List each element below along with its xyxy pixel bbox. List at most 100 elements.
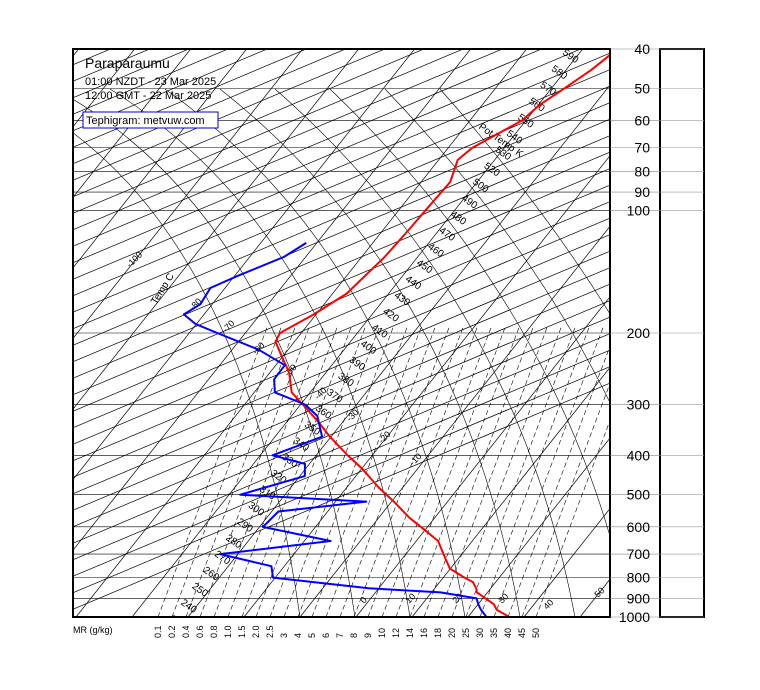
pressure-tick-label: 600 — [627, 519, 651, 535]
mixing-ratio-line — [437, 324, 549, 617]
isotherm-line — [243, 155, 610, 617]
mixing-ratio-line — [241, 324, 353, 617]
dry-adiabat-line — [73, 267, 610, 495]
source-link-box[interactable] — [82, 111, 219, 129]
saturated-adiabat-line — [73, 98, 356, 617]
station-title: Paraparaumu — [85, 55, 170, 71]
mixing-ratio-line — [409, 324, 521, 617]
mixing-ratio-line — [493, 324, 605, 617]
mixing-ratio-line — [395, 324, 507, 617]
pressure-tick-label: 60 — [634, 113, 650, 129]
dry-adiabat-line — [73, 333, 610, 561]
mr-tick-label: 20 — [447, 628, 457, 638]
source-link[interactable]: Tephigram: metvuw.com — [86, 115, 205, 127]
saturated-adiabat-line — [439, 88, 610, 315]
dry-adiabat-line — [73, 49, 269, 132]
mixing-ratio-line — [423, 324, 535, 617]
mixing-ratio-line — [171, 324, 283, 617]
temperature-profile-line — [274, 53, 610, 617]
isotherm-line — [187, 84, 610, 617]
mixing-ratio-line — [451, 324, 563, 617]
dewpoint-profile-line — [182, 242, 488, 617]
mr-tick-label: 1.5 — [237, 625, 247, 638]
theta-label: 560 — [527, 96, 547, 115]
isotherm-label: 50 — [592, 585, 606, 599]
mixing-ratio-line — [535, 419, 610, 617]
mr-tick-label: 10 — [377, 628, 387, 638]
mr-tick-label: 8 — [349, 633, 359, 638]
theta-label: 390 — [347, 355, 367, 374]
isotherm-line — [73, 49, 79, 57]
dry-adiabat-line — [73, 49, 582, 264]
mr-tick-label: 1.0 — [223, 625, 233, 638]
isotherm-label: -10 — [407, 451, 423, 467]
dry-adiabat-line — [73, 234, 610, 462]
mixing-ratio-line — [479, 324, 591, 617]
saturated-adiabat-line — [219, 88, 521, 617]
pressure-tick-label: 800 — [627, 570, 651, 586]
mr-tick-label: 7 — [335, 633, 345, 638]
mr-tick-label: 14 — [405, 628, 415, 638]
dry-adiabat-line — [73, 49, 347, 165]
sounding-profiles — [182, 53, 610, 617]
mr-tick-label: 35 — [489, 628, 499, 638]
dry-adiabat-line — [73, 184, 610, 412]
theta-label: 230 — [167, 613, 187, 632]
dry-adiabat-line — [73, 49, 543, 247]
pressure-tick-label: 70 — [634, 140, 650, 156]
mr-tick-label: 50 — [531, 628, 541, 638]
isotherm-line — [73, 49, 359, 410]
mr-tick-label: 45 — [517, 628, 527, 638]
isotherm-line — [73, 49, 191, 198]
mr-tick-label: 6 — [321, 633, 331, 638]
pressure-tick-label: 200 — [627, 325, 651, 341]
isotherm-label: 10 — [403, 591, 417, 605]
dry-adiabat-line — [73, 366, 610, 594]
mixing-ratio-line — [213, 324, 325, 617]
dry-adiabat-line — [73, 349, 610, 577]
theta-label: 380 — [336, 371, 356, 390]
isotherm-label: 0 — [358, 595, 369, 606]
mr-tick-label: 40 — [503, 628, 513, 638]
pressure-axis: 40 50 60 70 80 90 100 200 300 400 500 600 700 800 900 1… — [610, 41, 704, 625]
theta-label: 410 — [369, 322, 389, 341]
mr-tick-label: 4 — [293, 633, 303, 638]
isotherm-label: 30 — [496, 591, 510, 605]
mr-tick-label: 0.1 — [153, 625, 163, 638]
isotherm-line — [467, 437, 610, 617]
dry-adiabat-line — [0, 0, 760, 30]
dry-adiabat-line — [73, 217, 610, 445]
mr-tick-label: 16 — [419, 628, 429, 638]
local-time: 01:00 NZDT - 23 Mar 2025 — [85, 76, 216, 88]
saturated-adiabat-line — [274, 88, 576, 617]
isotherm-label: 40 — [541, 597, 555, 611]
mixing-ratio-line — [227, 324, 339, 617]
mixing-ratio-line — [465, 324, 577, 617]
mixing-ratio-line — [353, 324, 465, 617]
mixing-ratio-line — [283, 324, 395, 617]
theta-label: 440 — [403, 274, 423, 293]
theta-label: 490 — [459, 193, 479, 212]
mixing-ratio-line — [521, 382, 610, 617]
dry-adiabat-line — [0, 0, 760, 46]
temperature-axis-title: Temp C — [149, 272, 177, 307]
dry-adiabat-line — [73, 49, 386, 181]
mixing-ratio-line — [367, 324, 479, 617]
pressure-tick-label: 100 — [627, 203, 651, 219]
pressure-tick-label: 80 — [634, 163, 650, 179]
dry-adiabat-line — [73, 49, 151, 82]
dry-adiabat-line — [73, 49, 425, 198]
dry-adiabat-line — [73, 49, 229, 115]
mixing-ratio-line — [325, 324, 437, 617]
dry-adiabat-line — [73, 300, 610, 528]
pressure-tick-label: 1000 — [619, 609, 650, 625]
dry-adiabat-line — [73, 118, 610, 346]
theta-label: 280 — [223, 533, 243, 552]
dry-adiabat-line — [0, 0, 760, 13]
isotherm-line — [73, 49, 415, 481]
pressure-tick-label: 500 — [627, 487, 651, 503]
isotherm-line — [411, 366, 610, 617]
isotherm-label: -30 — [344, 407, 360, 423]
isotherm-line — [299, 225, 610, 617]
theta-label: 300 — [246, 500, 266, 519]
